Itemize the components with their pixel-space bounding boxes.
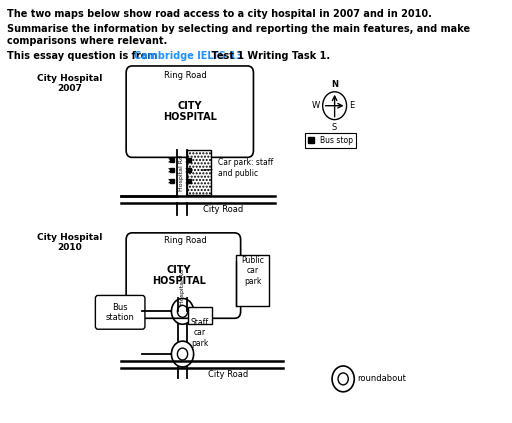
Text: Bus stop: Bus stop <box>320 136 353 145</box>
Bar <box>188 308 211 324</box>
Text: Public
car
park: Public car park <box>241 256 264 286</box>
Text: Hospital Rd: Hospital Rd <box>180 269 185 305</box>
FancyBboxPatch shape <box>95 295 145 329</box>
Text: Staff
car
park: Staff car park <box>190 318 209 348</box>
Text: W: W <box>312 101 320 110</box>
Text: Car park: staff
and public: Car park: staff and public <box>202 158 273 178</box>
Bar <box>305 132 356 148</box>
FancyBboxPatch shape <box>126 233 241 318</box>
Text: This essay question is from: This essay question is from <box>7 51 161 61</box>
Text: Cambridge IELTS 13: Cambridge IELTS 13 <box>134 51 243 61</box>
Text: CITY
HOSPITAL: CITY HOSPITAL <box>152 265 206 286</box>
Circle shape <box>177 305 188 317</box>
Text: The two maps below show road access to a city hospital in 2007 and in 2010.: The two maps below show road access to a… <box>7 9 432 19</box>
Text: Ring Road: Ring Road <box>164 71 206 80</box>
Circle shape <box>177 348 188 360</box>
Text: Hospital Rd: Hospital Rd <box>179 155 184 191</box>
Text: N: N <box>331 80 338 89</box>
Text: City Road: City Road <box>208 370 248 379</box>
Text: comparisons where relevant.: comparisons where relevant. <box>7 36 167 46</box>
Text: Summarise the information by selecting and reporting the main features, and make: Summarise the information by selecting a… <box>7 24 471 34</box>
Text: City Hospital
2010: City Hospital 2010 <box>37 233 102 252</box>
Bar <box>187 151 211 195</box>
Text: Bus
station: Bus station <box>105 302 135 322</box>
Bar <box>237 255 269 306</box>
Text: City Road: City Road <box>203 205 244 214</box>
Text: Test 1 Writing Task 1.: Test 1 Writing Task 1. <box>208 51 330 61</box>
Text: roundabout: roundabout <box>358 374 407 383</box>
FancyBboxPatch shape <box>126 66 253 157</box>
Text: Ring Road: Ring Road <box>164 236 206 245</box>
Text: E: E <box>349 101 354 110</box>
Text: City Hospital
2007: City Hospital 2007 <box>37 74 102 93</box>
Circle shape <box>338 373 348 385</box>
Text: S: S <box>332 123 337 132</box>
Text: CITY
HOSPITAL: CITY HOSPITAL <box>163 101 217 123</box>
